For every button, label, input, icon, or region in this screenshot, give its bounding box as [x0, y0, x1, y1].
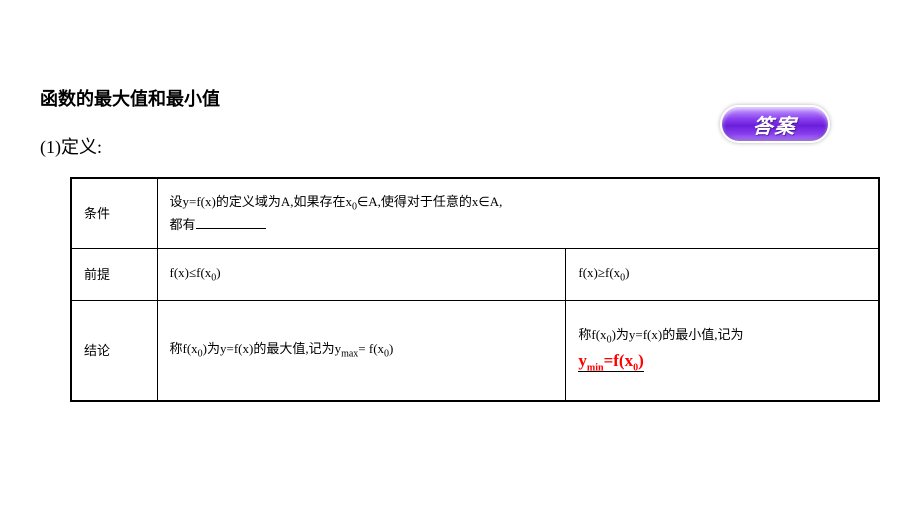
blank-underline — [196, 216, 266, 229]
premise-left-cell: f(x)≤f(x0) — [157, 248, 566, 301]
row-label-condition: 条件 — [71, 178, 157, 248]
row-label-conclusion: 结论 — [71, 301, 157, 401]
condition-cell: 设y=f(x)的定义域为A,如果存在x0∈A,使得对于任意的x∈A,都有 — [157, 178, 879, 248]
table-row: 结论 称f(x0)为y=f(x)的最大值,记为ymax= f(x0) 称f(x0… — [71, 301, 879, 401]
premise-right-cell: f(x)≥f(x0) — [566, 248, 879, 301]
table-row: 条件 设y=f(x)的定义域为A,如果存在x0∈A,使得对于任意的x∈A,都有 — [71, 178, 879, 248]
conclusion-left-cell: 称f(x0)为y=f(x)的最大值,记为ymax= f(x0) — [157, 301, 566, 401]
table-row: 前提 f(x)≤f(x0) f(x)≥f(x0) — [71, 248, 879, 301]
conclusion-right-text: 称f(x0)为y=f(x)的最小值,记为 — [578, 327, 743, 342]
answer-button-label: 答案 — [752, 110, 799, 139]
conclusion-right-cell: 称f(x0)为y=f(x)的最小值,记为 ymin=f(x0) — [566, 301, 879, 401]
answer-button[interactable]: 答案 — [720, 105, 830, 143]
answer-red-text: ymin=f(x0) — [578, 351, 643, 372]
definition-table: 条件 设y=f(x)的定义域为A,如果存在x0∈A,使得对于任意的x∈A,都有 … — [70, 177, 880, 402]
row-label-premise: 前提 — [71, 248, 157, 301]
